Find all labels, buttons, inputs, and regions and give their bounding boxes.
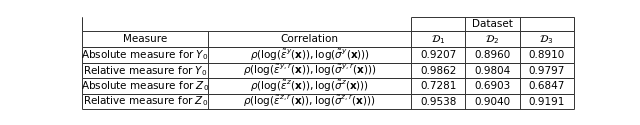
Text: 0.9538: 0.9538 [420, 97, 457, 107]
Text: $\rho\left(\log(\tilde{\varepsilon}^{y,r}(\mathbf{x})),\log(\tilde{\sigma}^{y,r}: $\rho\left(\log(\tilde{\varepsilon}^{y,r… [243, 63, 376, 78]
Text: 0.9191: 0.9191 [529, 97, 564, 107]
Text: $\rho\left(\log(\tilde{\varepsilon}^{y}(\mathbf{x})),\log(\tilde{\sigma}^{y}(\ma: $\rho\left(\log(\tilde{\varepsilon}^{y}(… [250, 48, 370, 63]
Text: Correlation: Correlation [280, 34, 339, 44]
Text: $\rho\left(\log(\tilde{\varepsilon}^{z}(\mathbf{x})),\log(\tilde{\sigma}^{z}(\ma: $\rho\left(\log(\tilde{\varepsilon}^{z}(… [250, 79, 369, 94]
Text: $\rho\left(\log(\tilde{\varepsilon}^{z,r}(\mathbf{x})),\log(\tilde{\sigma}^{z,r}: $\rho\left(\log(\tilde{\varepsilon}^{z,r… [243, 94, 376, 109]
Text: Absolute measure for $Y_0$: Absolute measure for $Y_0$ [81, 48, 209, 62]
Text: $\mathcal{D}_3$: $\mathcal{D}_3$ [540, 33, 554, 46]
Text: $\mathcal{D}_2$: $\mathcal{D}_2$ [485, 33, 500, 46]
Text: 0.9207: 0.9207 [420, 50, 456, 60]
Text: Relative measure for $Y_0$: Relative measure for $Y_0$ [83, 64, 207, 78]
Text: 0.6903: 0.6903 [474, 81, 511, 91]
Text: 0.9804: 0.9804 [474, 66, 511, 76]
Text: 0.8910: 0.8910 [529, 50, 564, 60]
Text: 0.7281: 0.7281 [420, 81, 457, 91]
Text: 0.9862: 0.9862 [420, 66, 457, 76]
Text: 0.8960: 0.8960 [474, 50, 511, 60]
Text: Dataset: Dataset [472, 19, 513, 29]
Text: Relative measure for $Z_0$: Relative measure for $Z_0$ [83, 95, 207, 108]
Text: Absolute measure for $Z_0$: Absolute measure for $Z_0$ [81, 79, 209, 93]
Text: $\mathcal{D}_1$: $\mathcal{D}_1$ [431, 33, 445, 46]
Text: Measure: Measure [123, 34, 167, 44]
Text: 0.9797: 0.9797 [529, 66, 564, 76]
Text: 0.6847: 0.6847 [529, 81, 564, 91]
Text: 0.9040: 0.9040 [474, 97, 511, 107]
